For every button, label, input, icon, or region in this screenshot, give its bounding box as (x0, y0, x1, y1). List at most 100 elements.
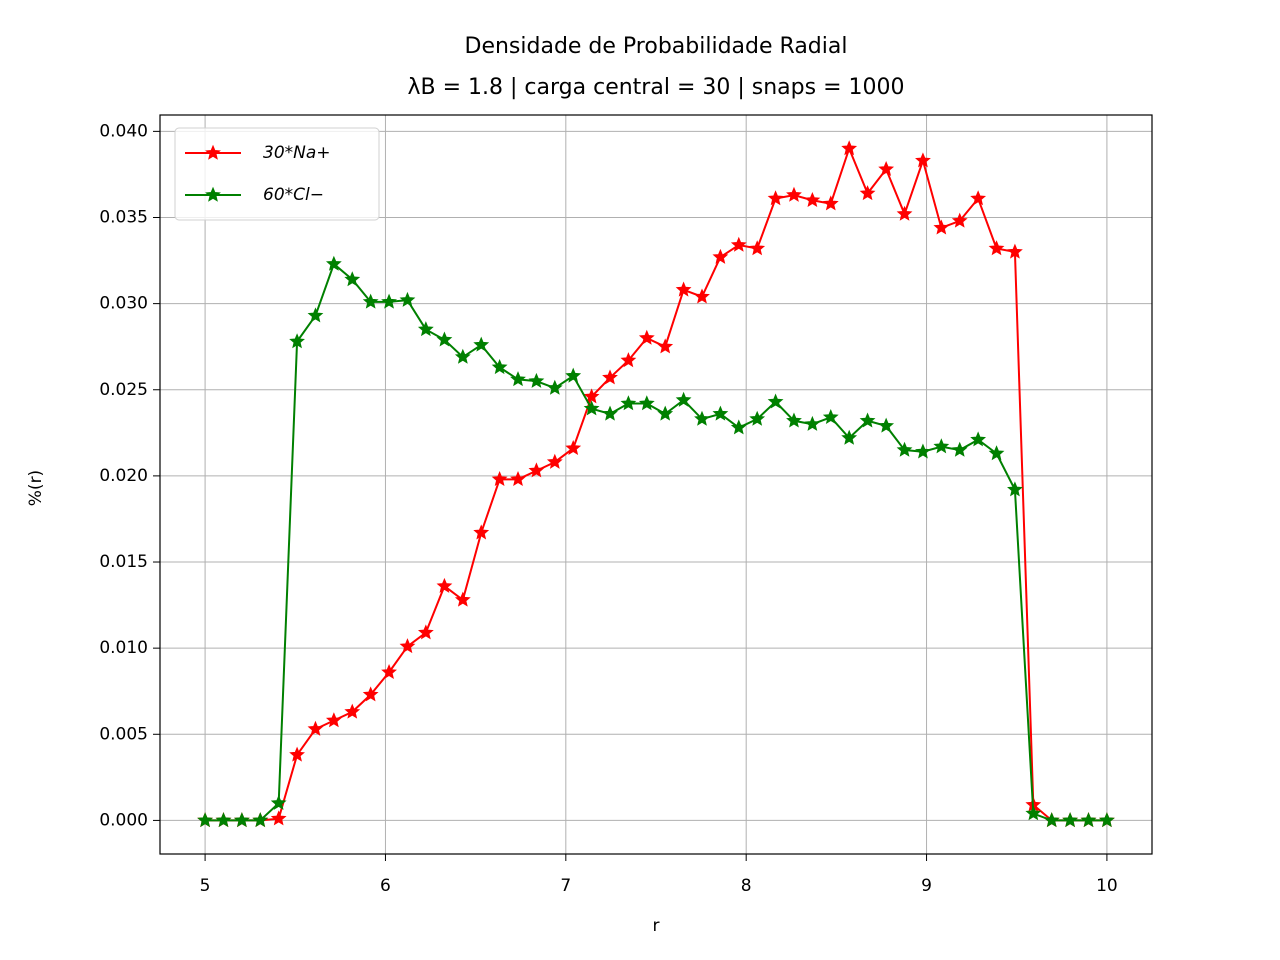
chart-title: Densidade de Probabilidade Radial (465, 34, 848, 59)
data-point (1007, 481, 1023, 497)
chart-subtitle: λB = 1.8 | carga central = 30 | snaps = … (408, 75, 905, 100)
data-point (473, 336, 490, 352)
data-point (859, 185, 876, 201)
y-tick-label: 0.005 (99, 724, 148, 744)
data-point (970, 431, 987, 447)
data-point (1043, 812, 1060, 828)
data-point (675, 281, 692, 297)
data-point (325, 712, 342, 728)
data-point (270, 810, 287, 826)
data-point (1007, 243, 1023, 259)
data-point (841, 140, 858, 156)
data-point (546, 453, 563, 469)
x-tick-label: 8 (741, 876, 752, 896)
data-point (822, 409, 839, 425)
x-tick-label: 5 (200, 876, 211, 896)
data-point (417, 321, 434, 337)
data-point (362, 293, 379, 309)
x-tick-label: 9 (921, 876, 932, 896)
data-point (325, 255, 342, 271)
y-axis-label: %(r) (26, 470, 46, 506)
data-point (1025, 805, 1042, 821)
data-point (1080, 812, 1097, 828)
legend-box (174, 127, 380, 221)
data-point (767, 393, 784, 409)
data-point (344, 271, 361, 287)
legend-label: 60*Cl− (263, 185, 324, 205)
data-point (270, 794, 287, 810)
data-point (1099, 812, 1115, 828)
data-point (491, 471, 508, 487)
data-point (1062, 812, 1079, 828)
data-point (602, 405, 618, 421)
data-point (362, 686, 379, 702)
y-tick-label: 0.030 (99, 294, 148, 314)
data-point (399, 291, 416, 307)
legend-marker (205, 186, 221, 202)
data-point (749, 240, 766, 256)
data-point (841, 429, 858, 445)
data-point (786, 186, 802, 202)
data-point (215, 812, 232, 828)
data-point (730, 236, 747, 252)
data-point (878, 160, 895, 176)
data-point (694, 410, 710, 426)
data-point (933, 438, 950, 454)
data-point (307, 307, 324, 323)
data-point (197, 812, 213, 828)
data-point (510, 471, 526, 487)
data-point (896, 441, 913, 457)
y-tick-label: 0.040 (99, 121, 148, 141)
data-point (454, 591, 471, 607)
data-point (528, 462, 545, 478)
data-point (436, 577, 453, 593)
data-point (510, 371, 526, 387)
data-point (233, 812, 250, 828)
plot-frame (159, 114, 1153, 855)
data-point (436, 331, 453, 347)
y-tick-label: 0.020 (99, 466, 148, 486)
data-point (602, 369, 618, 385)
data-point (528, 372, 545, 388)
data-point (546, 379, 563, 395)
y-tick-label: 0.025 (99, 380, 148, 400)
data-point (749, 410, 766, 426)
data-point (620, 352, 637, 368)
data-point (289, 746, 305, 762)
data-point (638, 395, 655, 411)
data-point (859, 412, 876, 428)
data-point (822, 195, 839, 211)
data-point (767, 190, 784, 206)
y-tick-label: 0.035 (99, 207, 148, 227)
data-point (583, 388, 600, 404)
x-tick-label: 6 (380, 876, 391, 896)
data-point (988, 445, 1005, 461)
data-point (417, 624, 434, 640)
data-point (712, 405, 729, 421)
x-tick-label: 7 (560, 876, 571, 896)
data-point (252, 812, 269, 828)
y-tick-label: 0.010 (99, 638, 148, 658)
data-point (694, 288, 710, 304)
data-point (381, 663, 397, 679)
y-tick-label: 0.000 (99, 810, 148, 830)
data-point (878, 417, 895, 433)
data-point (454, 348, 471, 364)
data-point (565, 367, 582, 383)
data-point (915, 152, 931, 168)
y-tick-label: 0.015 (99, 552, 148, 572)
data-point (933, 219, 950, 235)
data-point (344, 703, 361, 719)
data-point (730, 419, 747, 435)
data-point (399, 638, 416, 654)
data-point (951, 441, 968, 457)
data-point (896, 205, 913, 221)
data-point (289, 333, 305, 349)
data-point (988, 240, 1005, 256)
legend-marker (205, 144, 221, 160)
data-point (638, 329, 655, 345)
data-point (951, 212, 968, 228)
data-point (307, 720, 324, 736)
data-point (473, 524, 490, 540)
